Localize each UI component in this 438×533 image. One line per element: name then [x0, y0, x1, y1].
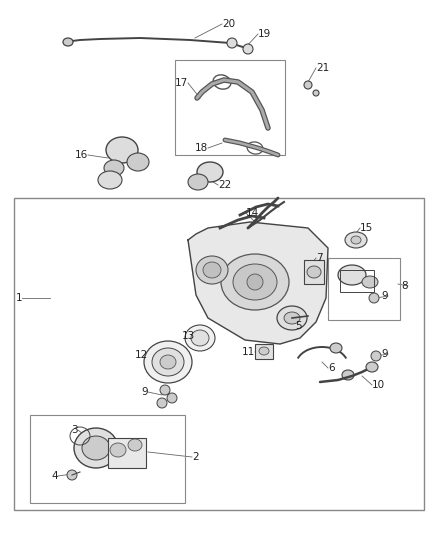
Ellipse shape: [369, 293, 379, 303]
Bar: [108, 438, 146, 468]
Ellipse shape: [144, 341, 192, 383]
Text: 22: 22: [218, 180, 231, 190]
Text: 8: 8: [401, 281, 408, 291]
Ellipse shape: [243, 44, 253, 54]
Ellipse shape: [196, 256, 228, 284]
Bar: [304, 260, 324, 284]
Ellipse shape: [167, 393, 177, 403]
Ellipse shape: [203, 262, 221, 278]
Text: 1: 1: [15, 293, 22, 303]
Text: 5: 5: [295, 321, 302, 331]
Ellipse shape: [197, 162, 223, 182]
Ellipse shape: [307, 266, 321, 278]
Ellipse shape: [63, 38, 73, 46]
Text: 4: 4: [51, 471, 58, 481]
Text: 17: 17: [175, 78, 188, 88]
Ellipse shape: [191, 330, 209, 346]
Text: 13: 13: [182, 331, 195, 341]
Text: 21: 21: [316, 63, 329, 73]
Text: 9: 9: [141, 387, 148, 397]
Ellipse shape: [160, 385, 170, 395]
Text: 6: 6: [328, 363, 335, 373]
Text: 3: 3: [71, 425, 78, 435]
Bar: [30, 415, 185, 503]
Ellipse shape: [128, 439, 142, 451]
Text: 20: 20: [222, 19, 235, 29]
Text: 14: 14: [246, 208, 259, 218]
Ellipse shape: [188, 174, 208, 190]
Ellipse shape: [345, 232, 367, 248]
Ellipse shape: [351, 236, 361, 244]
Text: 16: 16: [75, 150, 88, 160]
Text: 10: 10: [372, 380, 385, 390]
Ellipse shape: [152, 348, 184, 376]
Bar: [255, 344, 273, 359]
Text: 12: 12: [135, 350, 148, 360]
Text: 2: 2: [192, 452, 198, 462]
Ellipse shape: [313, 90, 319, 96]
Ellipse shape: [227, 38, 237, 48]
Bar: [14, 198, 424, 510]
Text: 7: 7: [316, 253, 323, 263]
Ellipse shape: [371, 351, 381, 361]
Text: 9: 9: [381, 349, 388, 359]
Ellipse shape: [74, 428, 118, 468]
Text: 11: 11: [242, 347, 255, 357]
Ellipse shape: [233, 264, 277, 300]
Ellipse shape: [362, 276, 378, 288]
Ellipse shape: [338, 265, 366, 285]
Bar: [175, 60, 285, 155]
Ellipse shape: [259, 347, 269, 355]
Ellipse shape: [104, 160, 124, 176]
Ellipse shape: [304, 81, 312, 89]
Text: 19: 19: [258, 29, 271, 39]
Text: 18: 18: [195, 143, 208, 153]
Ellipse shape: [366, 362, 378, 372]
Text: 15: 15: [360, 223, 373, 233]
Ellipse shape: [106, 137, 138, 163]
Ellipse shape: [127, 153, 149, 171]
Ellipse shape: [342, 370, 354, 380]
Ellipse shape: [247, 274, 263, 290]
Ellipse shape: [98, 171, 122, 189]
Ellipse shape: [110, 443, 126, 457]
Ellipse shape: [67, 470, 77, 480]
Bar: [340, 270, 374, 292]
Ellipse shape: [185, 325, 215, 351]
Ellipse shape: [82, 436, 110, 460]
Ellipse shape: [277, 306, 307, 330]
Ellipse shape: [284, 312, 300, 324]
Ellipse shape: [221, 254, 289, 310]
Polygon shape: [188, 222, 328, 344]
Ellipse shape: [160, 355, 176, 369]
Ellipse shape: [330, 343, 342, 353]
Bar: [328, 258, 400, 320]
Ellipse shape: [157, 398, 167, 408]
Text: 9: 9: [381, 291, 388, 301]
